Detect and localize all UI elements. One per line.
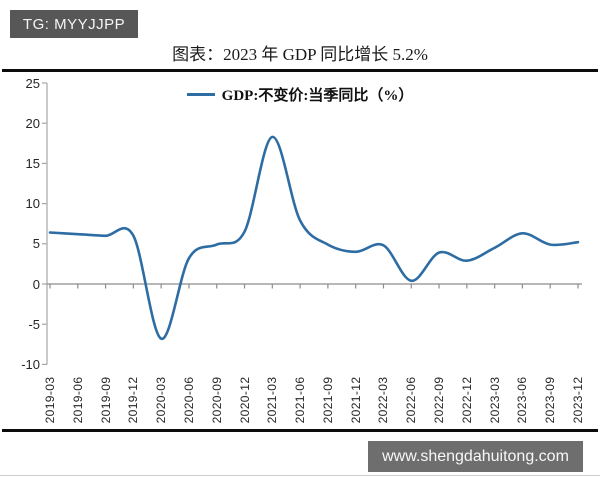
gdp-line-series xyxy=(48,135,580,341)
y-axis-tick-label: -10 xyxy=(21,356,40,372)
x-axis-tick-label: 2022-03 xyxy=(376,376,391,424)
x-axis-tick-label: 2021-03 xyxy=(265,376,280,424)
site-watermark-badge: www.shengdahuitong.com xyxy=(368,441,583,472)
site-watermark-text: www.shengdahuitong.com xyxy=(382,447,569,465)
x-axis-tick-label: 2020-12 xyxy=(237,376,252,424)
x-axis-tick-label: 2020-03 xyxy=(154,376,169,424)
x-axis-tick-label: 2023-12 xyxy=(570,376,585,424)
x-axis-tick-label: 2022-12 xyxy=(459,376,474,424)
y-axis-tick-label: 20 xyxy=(25,115,40,131)
x-axis-tick-label: 2020-09 xyxy=(209,376,224,424)
y-axis-tick-label: 25 xyxy=(25,75,40,91)
x-axis-tick-label: 2023-06 xyxy=(515,376,530,424)
tg-watermark-text: TG: MYYJJPP xyxy=(22,15,126,33)
x-axis-tick-label: 2023-09 xyxy=(543,376,558,424)
bottom-edge-hairline xyxy=(0,475,600,476)
bottom-border-rule xyxy=(2,429,598,432)
y-axis-tick-label: 5 xyxy=(32,236,40,252)
x-axis-tick-label: 2019-09 xyxy=(98,376,113,424)
tg-watermark-badge: TG: MYYJJPP xyxy=(10,10,138,38)
y-axis-tick-label: 15 xyxy=(25,155,40,171)
x-axis-tick-label: 2020-06 xyxy=(181,376,196,424)
y-axis-tick-label: -5 xyxy=(28,316,40,332)
x-axis-tick-label: 2022-06 xyxy=(404,376,419,424)
legend-label: GDP:不变价:当季同比（%） xyxy=(221,87,414,104)
legend-line-swatch xyxy=(186,92,215,96)
x-axis-tick-label: 2021-12 xyxy=(348,376,363,424)
legend: GDP:不变价:当季同比（%） xyxy=(0,85,600,104)
x-axis-tick-label: 2019-06 xyxy=(70,376,85,424)
x-axis-tick-label: 2019-03 xyxy=(43,376,57,424)
x-axis-tick-label: 2021-06 xyxy=(293,376,308,424)
x-axis-tick-label: 2021-09 xyxy=(320,376,335,424)
top-border-rule xyxy=(2,69,598,72)
x-axis-tick-label: 2022-09 xyxy=(432,376,447,424)
x-axis-tick-label: 2023-03 xyxy=(487,376,502,424)
y-axis-tick-label: 0 xyxy=(32,276,40,292)
x-axis-tick-label: 2019-12 xyxy=(126,376,141,424)
y-axis-tick-label: 10 xyxy=(25,196,40,212)
chart-title: 图表：2023 年 GDP 同比增长 5.2% xyxy=(172,45,428,64)
